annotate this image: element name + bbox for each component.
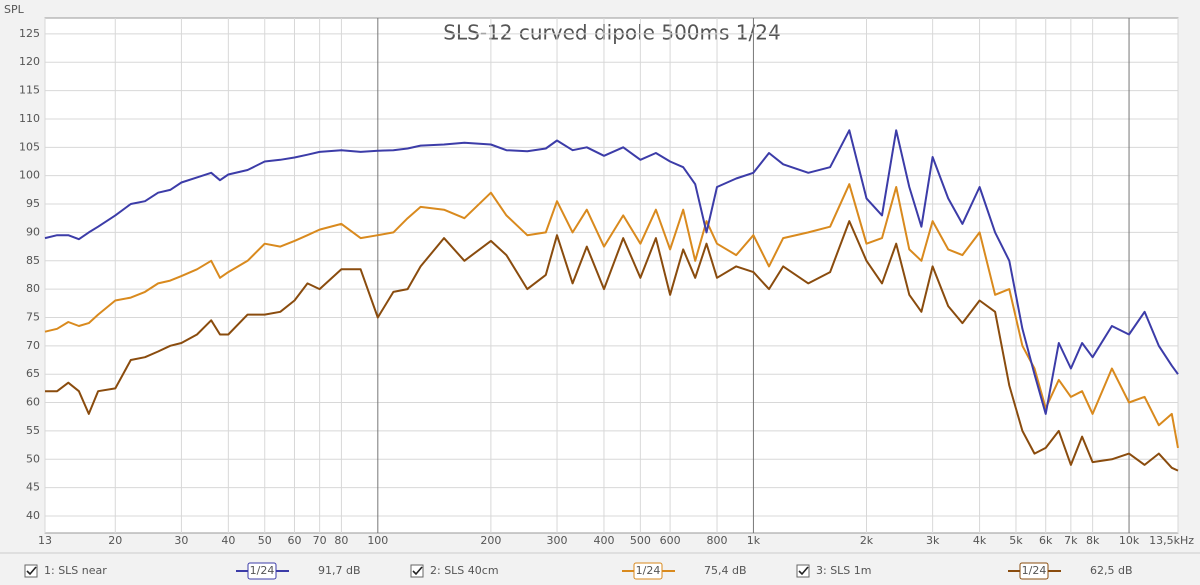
legend-smoothing-box[interactable] xyxy=(247,562,277,580)
y-tick-label: 110 xyxy=(19,112,40,125)
x-tick-label: 600 xyxy=(660,534,681,547)
plot-area xyxy=(44,17,1179,534)
x-tick-label: 50 xyxy=(258,534,272,547)
x-tick-label: 3k xyxy=(926,534,940,547)
x-tick-label: 80 xyxy=(334,534,348,547)
x-tick-label: 5k xyxy=(1009,534,1023,547)
y-tick-label: 80 xyxy=(26,282,40,295)
y-tick-label: 70 xyxy=(26,339,40,352)
legend-smoothing-box[interactable] xyxy=(633,562,663,580)
legend-smoothing: 1/24 xyxy=(636,564,661,577)
x-tick-label: 7k xyxy=(1064,534,1078,547)
x-tick-label: 4k xyxy=(973,534,987,547)
legend-level: 91,7 dB xyxy=(318,564,361,577)
x-tick-label: 13,5kHz xyxy=(1149,534,1194,547)
x-tick-label: 70 xyxy=(313,534,327,547)
x-tick-label: 800 xyxy=(707,534,728,547)
y-tick-label: 100 xyxy=(19,169,40,182)
legend-checkmark xyxy=(798,566,809,576)
y-tick-label: 85 xyxy=(26,254,40,267)
legend-smoothing: 1/24 xyxy=(1022,564,1047,577)
y-tick-label: 95 xyxy=(26,197,40,210)
series-line xyxy=(44,129,1179,415)
x-tick-label: 10k xyxy=(1119,534,1140,547)
y-tick-label: 45 xyxy=(26,481,40,494)
y-tick-label: 75 xyxy=(26,310,40,323)
x-tick-label: 100 xyxy=(367,534,388,547)
x-tick-label: 300 xyxy=(547,534,568,547)
y-tick-label: 115 xyxy=(19,84,40,97)
legend-checkmark xyxy=(26,566,37,576)
legend-level: 62,5 dB xyxy=(1090,564,1133,577)
y-tick-label: 40 xyxy=(26,509,40,522)
legend-name: 1: SLS near xyxy=(44,564,107,577)
x-tick-label: 1k xyxy=(747,534,761,547)
legend-checkmark xyxy=(412,566,423,576)
x-tick-label: 400 xyxy=(593,534,614,547)
x-tick-label: 6k xyxy=(1039,534,1053,547)
x-tick-label: 200 xyxy=(480,534,501,547)
x-tick-label: 500 xyxy=(630,534,651,547)
x-tick-label: 20 xyxy=(108,534,122,547)
series-line xyxy=(45,220,1179,472)
x-tick-label: 13 xyxy=(38,534,52,547)
x-tick-label: 40 xyxy=(221,534,235,547)
chart-title: SLS-12 curved dipole 500ms 1/24 xyxy=(443,21,780,45)
y-tick-label: 105 xyxy=(19,140,40,153)
series-line xyxy=(44,183,1179,449)
y-tick-label: 55 xyxy=(26,424,40,437)
y-tick-label: 120 xyxy=(19,55,40,68)
legend-checkbox[interactable] xyxy=(410,564,424,578)
x-tick-label: 8k xyxy=(1086,534,1100,547)
y-tick-label: 65 xyxy=(26,367,40,380)
x-tick-label: 30 xyxy=(174,534,188,547)
legend-checkbox[interactable] xyxy=(796,564,810,578)
legend-name: 3: SLS 1m xyxy=(816,564,872,577)
x-tick-label: 60 xyxy=(287,534,301,547)
legend-smoothing-box[interactable] xyxy=(1019,562,1049,580)
y-axis-label: SPL xyxy=(4,3,25,16)
y-tick-label: 125 xyxy=(19,27,40,40)
y-tick-label: 50 xyxy=(26,452,40,465)
legend-name: 2: SLS 40cm xyxy=(430,564,499,577)
y-tick-label: 90 xyxy=(26,225,40,238)
y-tick-label: 60 xyxy=(26,396,40,409)
x-tick-label: 2k xyxy=(860,534,874,547)
legend-smoothing: 1/24 xyxy=(250,564,275,577)
legend-level: 75,4 dB xyxy=(704,564,747,577)
legend-checkbox[interactable] xyxy=(24,564,38,578)
